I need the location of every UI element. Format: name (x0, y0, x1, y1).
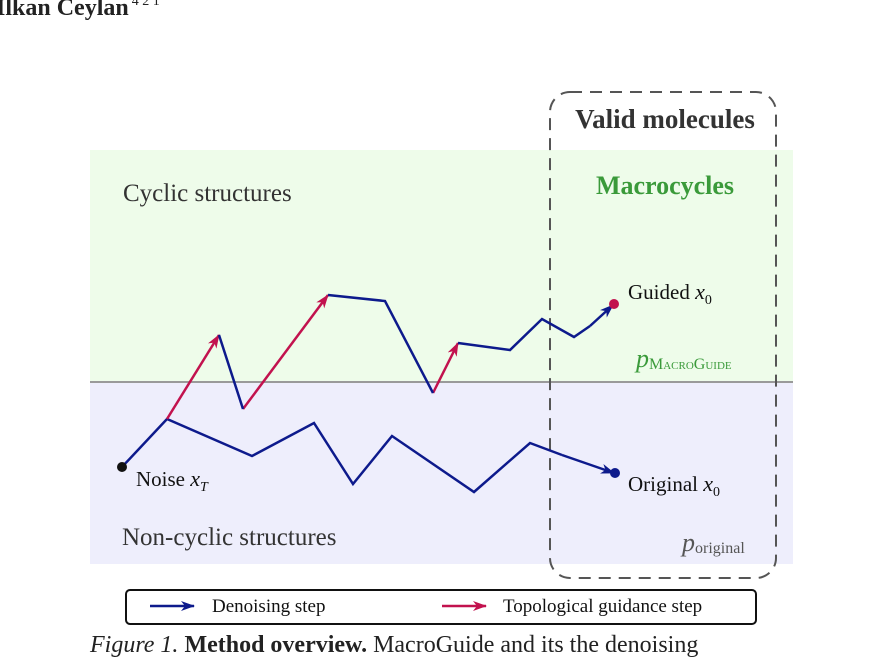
legend-denoising-label: Denoising step (212, 596, 325, 617)
figure-label: Figure 1. (90, 632, 179, 658)
legend-box (125, 589, 757, 625)
noise-point (117, 462, 127, 472)
affiliation-marks: 4 2 1 (131, 0, 160, 9)
guided-denoising-segment-1 (217, 334, 245, 410)
guidance-step-2 (241, 294, 330, 410)
noncyclic-region (90, 382, 793, 564)
noise-label: Noise xT (136, 466, 209, 495)
figure-caption: Figure 1. Method overview. MacroGuide an… (90, 632, 698, 659)
legend-guidance-label: Topological guidance step (503, 596, 702, 617)
cyclic-structures-label: Cyclic structures (123, 180, 292, 207)
valid-molecules-title: Valid molecules (575, 104, 755, 134)
final-denoising-arrow-guided (589, 304, 614, 327)
guided-denoising-segment-3 (457, 317, 591, 352)
guidance-step-3 (431, 342, 460, 394)
noncyclic-structures-label: Non-cyclic structures (122, 524, 337, 551)
author-name: İlkan Ceylan 4 2 1 (0, 0, 160, 22)
method-title: Method overview. (184, 632, 368, 658)
guidance-step-1 (165, 334, 221, 420)
guided-point (609, 299, 619, 309)
valid-molecules-box (549, 91, 777, 579)
final-denoising-arrow-original (561, 453, 615, 475)
original-label: Original x0 (628, 471, 720, 500)
guided-denoising-segment-2 (327, 293, 435, 394)
cyclic-region (90, 150, 793, 382)
p-original-label: poriginal (680, 528, 745, 557)
original-point (610, 468, 620, 478)
caption-text: MacroGuide and its the denoising (373, 632, 699, 658)
p-macroguide-label: pMacroGuide (634, 344, 732, 373)
guided-label: Guided x0 (628, 279, 712, 308)
macrocycles-label: Macrocycles (596, 171, 734, 200)
original-denoising-path (121, 417, 563, 494)
